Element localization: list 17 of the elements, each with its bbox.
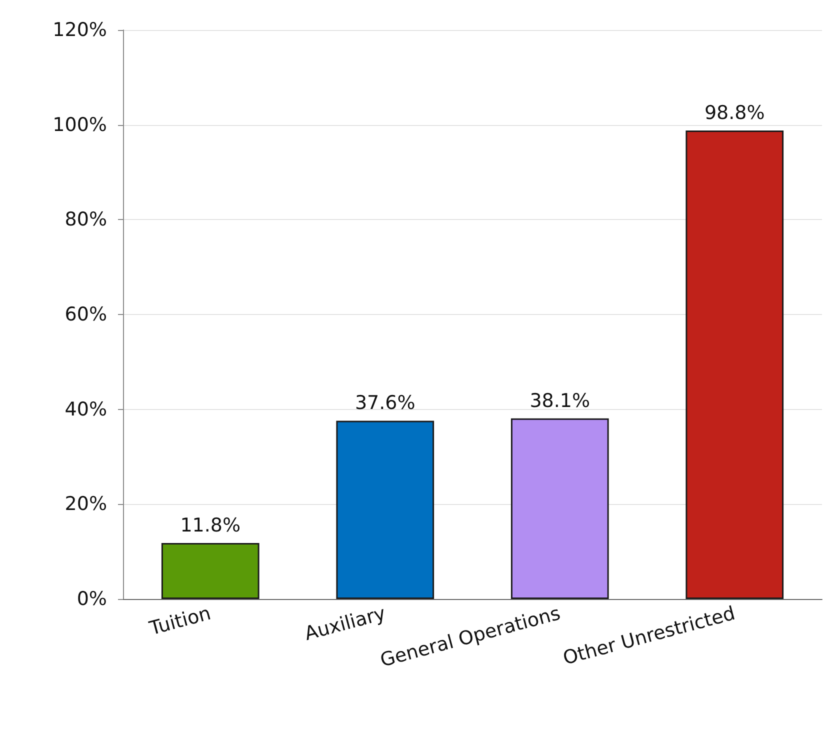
x-tick-label: Tuition — [146, 602, 214, 640]
x-tick-label: Auxiliary — [302, 602, 388, 646]
y-tick-label: 0% — [76, 588, 107, 610]
data-label: 37.6% — [354, 392, 416, 414]
bar — [161, 543, 260, 599]
y-tick-label: 80% — [64, 208, 107, 231]
y-tick-label: 120% — [52, 19, 107, 41]
data-label: 38.1% — [530, 390, 590, 412]
bar — [336, 420, 434, 599]
bar — [510, 418, 609, 599]
y-tick-label: 40% — [64, 398, 107, 420]
bar — [686, 130, 784, 599]
y-tick-label: 20% — [64, 493, 107, 516]
y-tick-label: 60% — [64, 304, 107, 326]
data-label: 98.8% — [704, 102, 765, 124]
y-tick-label: 100% — [52, 114, 107, 136]
data-label: 11.8% — [180, 514, 241, 537]
